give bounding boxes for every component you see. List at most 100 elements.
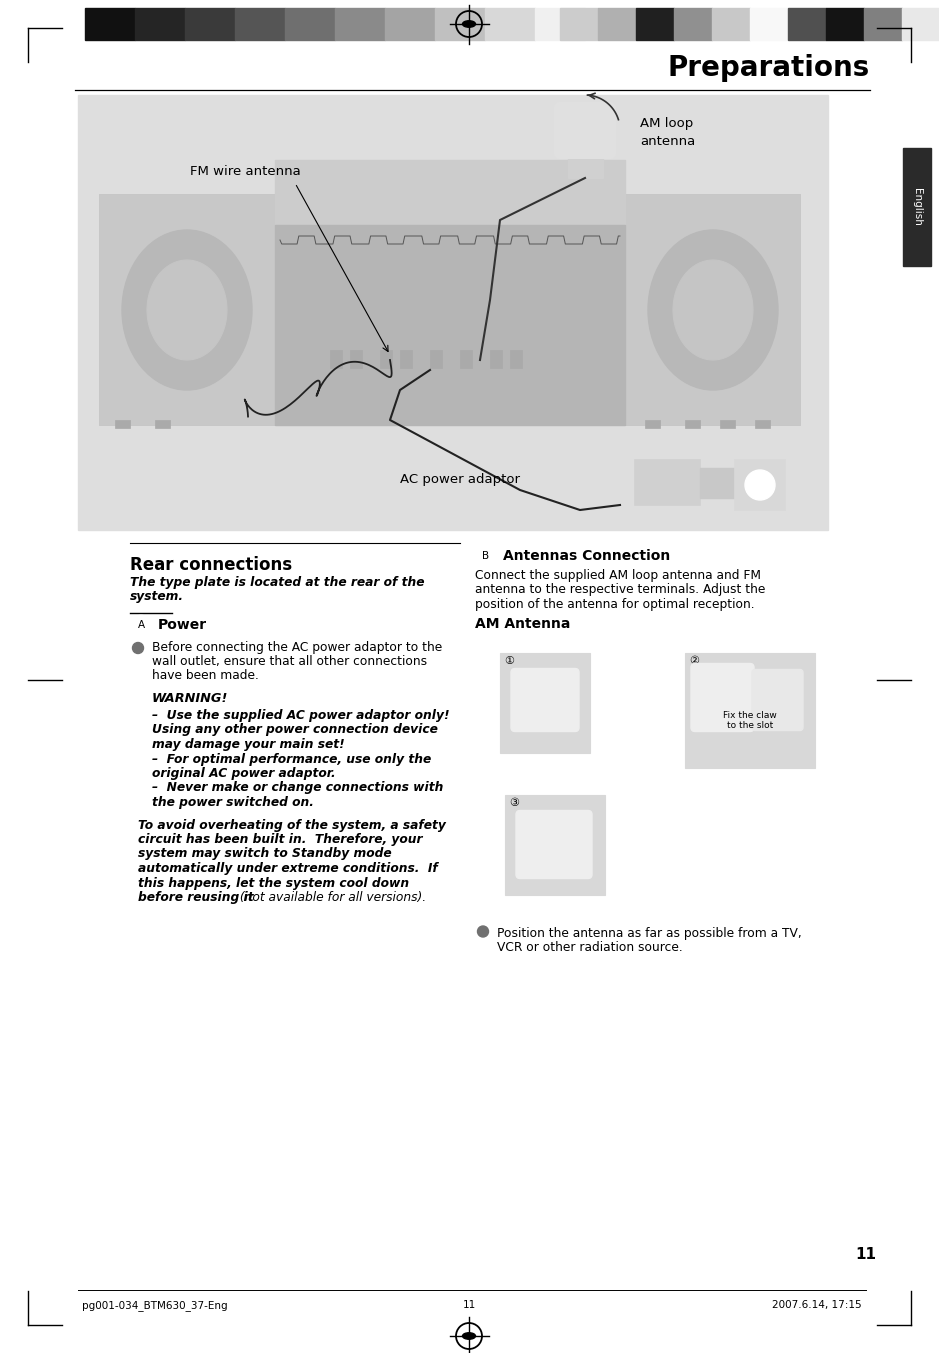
Bar xyxy=(685,419,700,428)
Text: automatically under extreme conditions.  If: automatically under extreme conditions. … xyxy=(138,862,438,875)
Bar xyxy=(135,8,185,41)
Bar xyxy=(400,350,412,368)
Text: Preparations: Preparations xyxy=(668,54,870,83)
Bar xyxy=(735,460,785,510)
Ellipse shape xyxy=(673,260,753,360)
Text: Rear connections: Rear connections xyxy=(130,556,292,574)
Bar xyxy=(625,195,800,425)
Text: may damage your main set!: may damage your main set! xyxy=(152,737,345,751)
Bar xyxy=(115,419,130,428)
Bar xyxy=(475,635,850,915)
Text: system.: system. xyxy=(130,590,184,603)
FancyBboxPatch shape xyxy=(752,670,803,731)
Circle shape xyxy=(132,643,144,653)
Text: before reusing it: before reusing it xyxy=(138,892,254,904)
Bar xyxy=(100,195,800,425)
Bar xyxy=(275,160,625,225)
Text: AC power adaptor: AC power adaptor xyxy=(400,474,520,487)
Text: Power: Power xyxy=(158,618,208,632)
Bar xyxy=(568,147,603,179)
Text: circuit has been built in.  Therefore, your: circuit has been built in. Therefore, yo… xyxy=(138,833,423,846)
Text: Position the antenna as far as possible from a TV,: Position the antenna as far as possible … xyxy=(497,927,802,939)
Bar xyxy=(903,147,931,267)
Text: Fix the claw
to the slot: Fix the claw to the slot xyxy=(723,710,777,729)
Text: (not available for all versions).: (not available for all versions). xyxy=(236,892,426,904)
Bar xyxy=(285,8,335,41)
Text: Antennas Connection: Antennas Connection xyxy=(503,549,670,563)
Bar xyxy=(712,8,750,41)
Ellipse shape xyxy=(463,1333,475,1339)
Text: 2007.6.14, 17:15: 2007.6.14, 17:15 xyxy=(773,1300,862,1310)
Text: A: A xyxy=(137,620,145,630)
Bar xyxy=(85,8,135,41)
Ellipse shape xyxy=(122,230,252,390)
Bar xyxy=(155,419,170,428)
Text: pg001-034_BTM630_37-Eng: pg001-034_BTM630_37-Eng xyxy=(82,1300,227,1311)
Text: WARNING!: WARNING! xyxy=(152,691,228,705)
Bar xyxy=(510,350,522,368)
Bar xyxy=(380,350,392,368)
Bar xyxy=(535,8,585,41)
Text: –  Never make or change connections with: – Never make or change connections with xyxy=(152,782,443,794)
Text: –  Use the supplied AC power adaptor only!: – Use the supplied AC power adaptor only… xyxy=(152,709,450,723)
Bar xyxy=(330,350,342,368)
Bar xyxy=(645,419,660,428)
Bar xyxy=(674,8,712,41)
Text: FM wire antenna: FM wire antenna xyxy=(190,165,300,179)
Bar xyxy=(560,8,598,41)
Circle shape xyxy=(478,925,488,938)
Text: The type plate is located at the rear of the: The type plate is located at the rear of… xyxy=(130,576,424,589)
Bar xyxy=(185,8,235,41)
Text: wall outlet, ensure that all other connections: wall outlet, ensure that all other conne… xyxy=(152,655,427,668)
Text: AM loop: AM loop xyxy=(640,116,693,130)
Circle shape xyxy=(745,469,775,501)
Text: Before connecting the AC power adaptor to the: Before connecting the AC power adaptor t… xyxy=(152,641,442,653)
Circle shape xyxy=(131,616,150,635)
Bar xyxy=(598,8,636,41)
Bar xyxy=(460,350,472,368)
Bar xyxy=(864,8,902,41)
Text: To avoid overheating of the system, a safety: To avoid overheating of the system, a sa… xyxy=(138,819,446,832)
Bar xyxy=(635,460,700,505)
Text: VCR or other radiation source.: VCR or other radiation source. xyxy=(497,940,683,954)
Bar xyxy=(685,652,815,767)
Text: position of the antenna for optimal reception.: position of the antenna for optimal rece… xyxy=(475,598,755,612)
Text: ①: ① xyxy=(504,656,514,667)
Bar xyxy=(500,652,590,752)
Ellipse shape xyxy=(147,260,227,360)
Ellipse shape xyxy=(648,230,778,390)
Text: Connect the supplied AM loop antenna and FM: Connect the supplied AM loop antenna and… xyxy=(475,570,761,582)
Bar xyxy=(826,8,864,41)
Bar xyxy=(385,8,435,41)
Bar xyxy=(636,8,674,41)
Text: B: B xyxy=(483,551,489,561)
Bar xyxy=(275,225,625,425)
Text: 11: 11 xyxy=(462,1300,476,1310)
Ellipse shape xyxy=(463,20,475,27)
Circle shape xyxy=(476,547,496,566)
Bar xyxy=(435,8,485,41)
Bar xyxy=(902,8,939,41)
Text: ③: ③ xyxy=(509,798,519,809)
Text: Using any other power connection device: Using any other power connection device xyxy=(152,724,438,736)
Bar xyxy=(755,419,770,428)
Text: the power switched on.: the power switched on. xyxy=(152,796,314,809)
Text: original AC power adaptor.: original AC power adaptor. xyxy=(152,767,335,779)
Text: –  For optimal performance, use only the: – For optimal performance, use only the xyxy=(152,752,431,766)
Bar xyxy=(100,195,275,425)
Bar xyxy=(350,350,362,368)
FancyBboxPatch shape xyxy=(691,663,754,732)
Text: antenna to the respective terminals. Adjust the: antenna to the respective terminals. Adj… xyxy=(475,583,765,597)
Text: English: English xyxy=(912,188,922,226)
Bar xyxy=(505,794,605,894)
Bar xyxy=(750,8,788,41)
Text: this happens, let the system cool down: this happens, let the system cool down xyxy=(138,877,409,889)
Text: have been made.: have been made. xyxy=(152,668,259,682)
Text: 11: 11 xyxy=(855,1247,876,1262)
Bar xyxy=(788,8,826,41)
Text: AM Antenna: AM Antenna xyxy=(475,617,570,630)
Text: antenna: antenna xyxy=(640,135,695,147)
Bar xyxy=(235,8,285,41)
Bar xyxy=(430,350,442,368)
Text: system may switch to Standby mode: system may switch to Standby mode xyxy=(138,847,392,861)
